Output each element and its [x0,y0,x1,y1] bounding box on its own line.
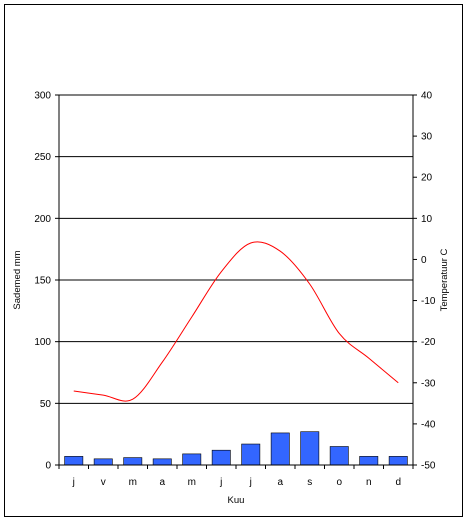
right-tick-label: 20 [421,173,433,184]
left-axis-ticks: 0 50 100 150 200 250 300 [34,91,59,472]
precipitation-bar [359,456,379,466]
left-tick-label: 150 [34,276,51,287]
left-tick-label: 50 [40,399,52,410]
temperature-series-line [73,241,399,402]
right-tick-label: -40 [421,419,436,430]
x-tick-label: d [395,477,401,488]
x-tick-label: s [307,477,312,488]
gridlines [59,94,413,466]
right-tick-label: 10 [421,214,433,225]
left-tick-label: 200 [34,214,51,225]
precipitation-bar [329,446,349,466]
left-tick-label: 300 [34,91,51,102]
precipitation-bar [388,456,408,466]
precipitation-bar [182,453,202,466]
right-tick-label: -10 [421,296,436,307]
right-axis-ticks: -50 -40 -30 -20 -10 0 10 20 30 40 [413,91,436,472]
right-tick-label: -50 [421,461,436,472]
x-axis-label: Kuu [228,495,245,506]
y-axis-label: Sademed mm [12,250,23,309]
precipitation-bar [211,449,231,466]
x-tick-label: a [277,477,283,488]
precipitation-bar [241,443,261,466]
y2-axis-label: Temperatuur C [439,248,450,311]
right-tick-label: 40 [421,91,433,102]
precipitation-bar [152,458,172,466]
right-tick-label: 30 [421,132,433,143]
left-tick-label: 250 [34,152,51,163]
x-tick-label: j [249,477,252,488]
precipitation-bar [64,456,84,466]
precipitation-bar [300,431,320,466]
x-tick-label: n [366,477,372,488]
precipitation-bar [123,457,143,466]
temperature-line [73,241,399,402]
right-tick-label: -30 [421,378,436,389]
precipitation-bar [93,458,113,466]
precipitation-bars [64,431,408,466]
x-tick-label: m [188,477,196,488]
x-tick-label: m [129,477,137,488]
x-tick-label: j [219,477,222,488]
x-tick-label: a [159,477,165,488]
x-tick-label: o [336,477,342,488]
right-tick-label: -20 [421,337,436,348]
x-tick-label: j [72,477,75,488]
left-tick-label: 0 [45,461,51,472]
right-tick-label: 0 [421,255,427,266]
x-tick-label: v [101,477,106,488]
left-tick-label: 100 [34,337,51,348]
precipitation-bar [270,432,290,466]
chart-frame [4,4,463,517]
